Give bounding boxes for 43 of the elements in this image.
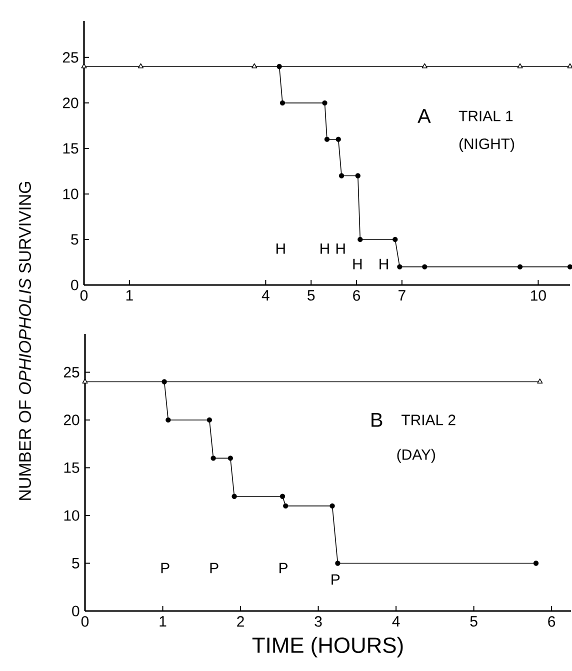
x-tick-label: 2 <box>237 616 244 627</box>
y-tick-label: 10 <box>63 188 78 200</box>
x-tick-label: 0 <box>80 290 88 301</box>
y-tick-label: 0 <box>72 606 80 616</box>
annotation: (NIGHT) <box>459 138 514 152</box>
x-axis-title: TIME (HOURS) <box>252 636 403 658</box>
x-tick-label: 6 <box>548 616 556 627</box>
x-tick-label: 3 <box>314 616 322 627</box>
x-tick-label: 0 <box>81 616 89 627</box>
text: A <box>418 109 431 123</box>
y-tick-label: 25 <box>62 52 78 63</box>
x-tick-label: 10 <box>531 290 546 301</box>
annotation: H <box>353 258 362 270</box>
text: B <box>372 413 382 427</box>
x-tick-label: 4 <box>392 616 400 626</box>
annotation: H <box>276 243 285 254</box>
x-tick-label: 7 <box>398 290 406 300</box>
annotation: P <box>280 562 288 574</box>
text: TRIAL 1 <box>458 110 513 122</box>
annotation: H <box>380 258 388 270</box>
y-tick-label: 5 <box>71 234 78 245</box>
text: TRIAL 2 <box>402 414 456 426</box>
y-tick-label: 25 <box>64 366 80 378</box>
x-tick-label: 1 <box>160 616 166 626</box>
y-tick-label: 10 <box>64 510 80 521</box>
annotation: H <box>320 243 329 254</box>
x-tick-label: 5 <box>470 616 478 627</box>
x-tick-label: 4 <box>262 290 270 300</box>
y-tick-label: 20 <box>64 414 80 426</box>
y-tick-label: 20 <box>62 98 78 108</box>
y-axis-title: NUMBER OF OPHIOPHOLIS SURVIVING <box>19 182 32 500</box>
annotation: H <box>336 243 345 254</box>
annotation: (DAY) <box>397 448 436 463</box>
y-tick-label: 0 <box>71 280 78 290</box>
x-tick-label: 5 <box>308 290 315 301</box>
y-tick-label: 15 <box>64 462 80 473</box>
annotation: P <box>332 574 340 585</box>
y-tick-label: 15 <box>63 143 78 154</box>
x-tick-label: 1 <box>126 290 133 300</box>
y-tick-label: 5 <box>72 558 80 568</box>
annotation: P <box>210 562 218 574</box>
annotation: P <box>161 562 170 574</box>
x-tick-label: 6 <box>353 290 360 301</box>
